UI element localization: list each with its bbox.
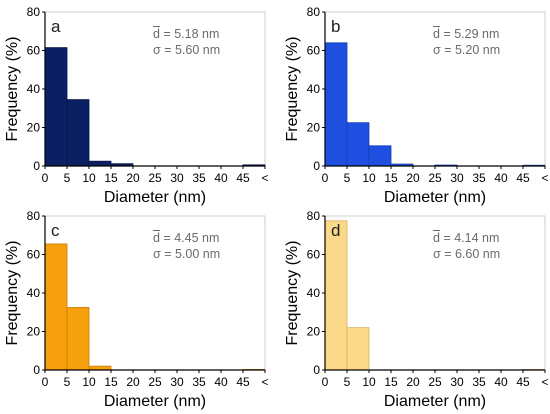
x-tick-label: 30 (450, 171, 464, 185)
y-tick-label: 0 (313, 159, 320, 173)
x-tick-label: 20 (406, 375, 420, 389)
x-tick-label: 25 (148, 171, 162, 185)
histogram-panel-a: 0 20 40 60 80 0 5 10 15 20 25 30 35 40 45 < Diameter (nm… (4, 5, 269, 206)
x-tick-label: 15 (104, 375, 118, 389)
x-tick-label: 20 (406, 171, 420, 185)
y-axis-title: Frequency (%) (284, 37, 301, 142)
y-tick-label: 80 (27, 5, 41, 19)
x-tick-label: 35 (192, 171, 206, 185)
bar-5-10 (66, 99, 90, 167)
x-tick-label: 45 (236, 171, 250, 185)
bar-5-10 (66, 307, 90, 371)
histogram-panel-d: 0 20 40 60 80 0 5 10 15 20 25 30 35 40 45 < Diameter (nm… (284, 209, 549, 410)
bar-0-5 (44, 243, 68, 371)
bar-0-5 (44, 47, 68, 167)
x-tick-label: 35 (192, 375, 206, 389)
x-tick-label: < (541, 375, 548, 389)
y-tick-label: 80 (27, 209, 41, 223)
x-tick-label: 20 (126, 171, 140, 185)
y-tick-label: 40 (307, 82, 321, 96)
x-tick-label: 10 (82, 375, 96, 389)
x-axis-title: Diameter (nm) (104, 189, 206, 206)
x-axis-title: Diameter (nm) (384, 393, 486, 410)
y-axis-title: Frequency (%) (4, 241, 21, 346)
panel-letter: c (51, 221, 60, 240)
x-tick-label: 10 (362, 171, 376, 185)
x-tick-label: 25 (148, 375, 162, 389)
x-tick-label: 0 (42, 171, 49, 185)
y-tick-label: 20 (307, 325, 321, 339)
x-tick-label: 5 (344, 171, 351, 185)
mean-diameter-label: d = 5.18 nm (153, 27, 219, 41)
y-tick-label: 20 (27, 121, 41, 135)
x-tick-label: 40 (214, 171, 228, 185)
x-tick-label: 0 (322, 171, 329, 185)
bar-0-5 (324, 42, 348, 167)
x-tick-label: 20 (126, 375, 140, 389)
y-tick-label: 60 (307, 44, 321, 58)
x-tick-label: 40 (494, 375, 508, 389)
sigma-label: σ = 5.60 nm (153, 43, 220, 57)
y-tick-label: 40 (27, 286, 41, 300)
y-tick-label: 0 (33, 363, 40, 377)
y-tick-label: 40 (307, 286, 321, 300)
x-tick-label: 30 (170, 171, 184, 185)
x-tick-label: 45 (236, 375, 250, 389)
x-tick-label: < (541, 171, 548, 185)
x-tick-label: 35 (472, 171, 486, 185)
bar-10-15 (88, 160, 112, 167)
bar-5-10 (346, 327, 370, 371)
x-tick-label: 5 (64, 171, 71, 185)
y-tick-label: 20 (307, 121, 321, 135)
bar-0-5 (324, 220, 348, 371)
bar-5-10 (346, 122, 370, 167)
x-tick-label: 15 (104, 171, 118, 185)
y-tick-label: 40 (27, 82, 41, 96)
x-tick-label: 5 (64, 375, 71, 389)
histogram-panel-b: 0 20 40 60 80 0 5 10 15 20 25 30 35 40 45 < Diameter (nm… (284, 5, 549, 206)
x-axis-title: Diameter (nm) (104, 393, 206, 410)
x-tick-label: 30 (450, 375, 464, 389)
mean-diameter-label: d = 5.29 nm (433, 27, 499, 41)
panel-letter: b (331, 17, 340, 36)
bar-10-15 (368, 145, 392, 167)
x-tick-label: 0 (42, 375, 49, 389)
x-tick-label: 40 (214, 375, 228, 389)
y-axis-title: Frequency (%) (284, 241, 301, 346)
sigma-label: σ = 5.20 nm (433, 43, 500, 57)
x-tick-label: 35 (472, 375, 486, 389)
y-tick-label: 20 (27, 325, 41, 339)
y-tick-label: 80 (307, 209, 321, 223)
x-tick-label: 40 (494, 171, 508, 185)
x-tick-label: 30 (170, 375, 184, 389)
x-tick-label: 10 (362, 375, 376, 389)
y-tick-label: 60 (27, 44, 41, 58)
x-tick-label: 45 (516, 375, 530, 389)
mean-diameter-label: d = 4.45 nm (153, 231, 219, 245)
panel-letter: a (51, 17, 61, 36)
y-tick-label: 60 (307, 248, 321, 262)
y-tick-label: 60 (27, 248, 41, 262)
x-tick-label: 25 (428, 375, 442, 389)
mean-diameter-label: d = 4.14 nm (433, 231, 499, 245)
y-axis-title: Frequency (%) (4, 37, 21, 142)
x-tick-label: < (261, 375, 268, 389)
y-tick-label: 0 (33, 159, 40, 173)
x-tick-label: 0 (322, 375, 329, 389)
y-tick-label: 0 (313, 363, 320, 377)
x-tick-label: 5 (344, 375, 351, 389)
panel-letter: d (331, 221, 340, 240)
histogram-panel-c: 0 20 40 60 80 0 5 10 15 20 25 30 35 40 45 < Diameter (nm… (4, 209, 269, 410)
x-tick-label: < (261, 171, 268, 185)
x-tick-label: 45 (516, 171, 530, 185)
y-tick-label: 80 (307, 5, 321, 19)
x-tick-label: 10 (82, 171, 96, 185)
x-tick-label: 25 (428, 171, 442, 185)
x-tick-label: 15 (384, 171, 398, 185)
sigma-label: σ = 5.00 nm (153, 247, 220, 261)
x-tick-label: 15 (384, 375, 398, 389)
x-axis-title: Diameter (nm) (384, 189, 486, 206)
sigma-label: σ = 6.60 nm (433, 247, 500, 261)
